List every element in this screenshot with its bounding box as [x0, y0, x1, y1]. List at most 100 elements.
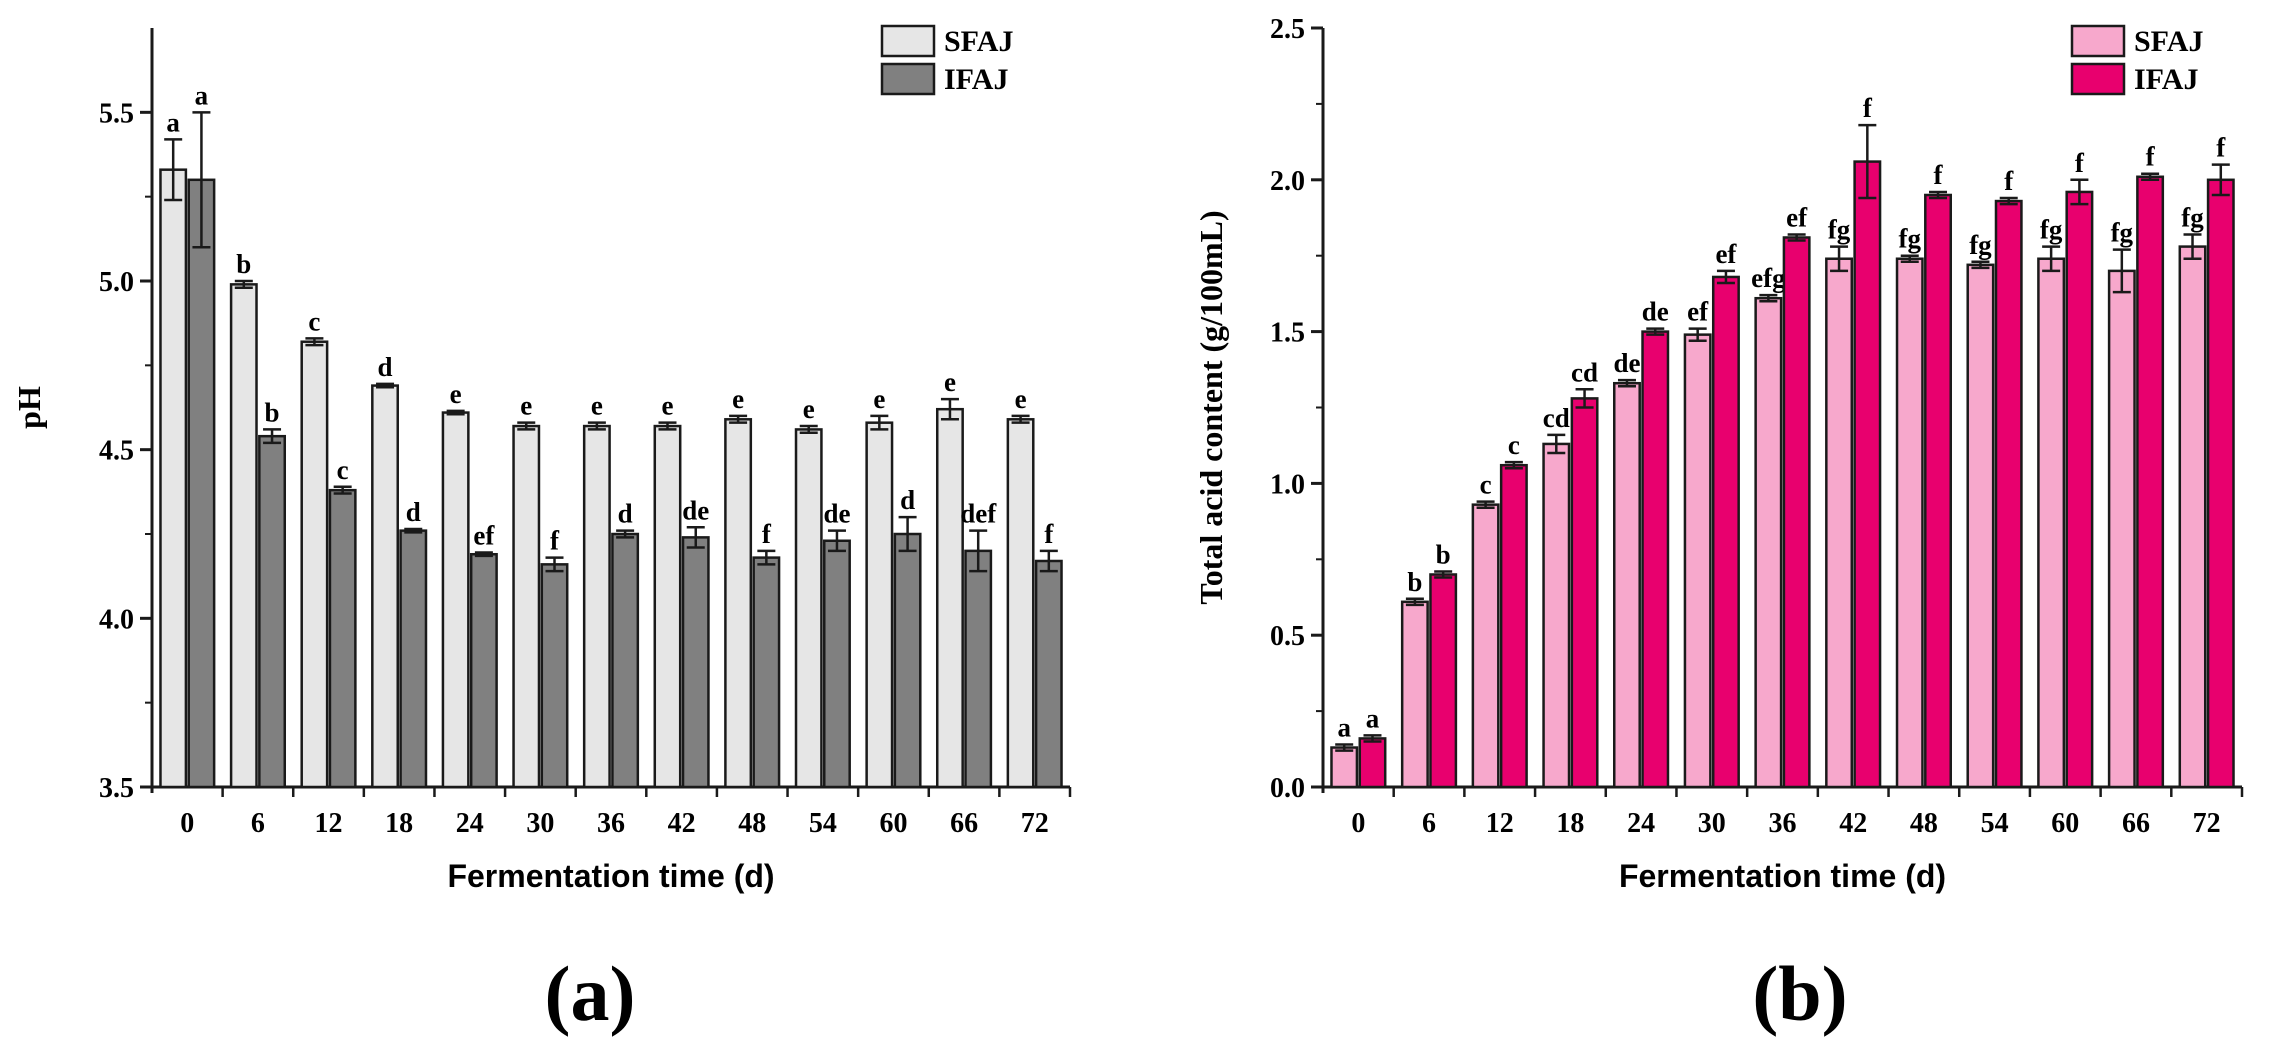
y-tick-label: 4.0	[99, 604, 134, 635]
significance-label: de	[682, 495, 709, 525]
legend-label-ifaj: IFAJ	[2134, 63, 2198, 96]
bar-ifaj	[328, 488, 357, 789]
bar-ifaj	[752, 556, 781, 789]
bar-sfaj	[2037, 257, 2066, 789]
significance-label: de	[1613, 348, 1640, 378]
significance-label: f	[2216, 133, 2226, 163]
bar-ifaj	[399, 529, 428, 789]
bar-sfaj	[512, 424, 541, 789]
significance-label: d	[378, 352, 393, 382]
y-axis-title: pH	[11, 386, 47, 429]
bar-ifaj	[1711, 275, 1740, 789]
legend-swatch-sfaj	[2070, 24, 2126, 58]
bar-sfaj	[1966, 263, 1995, 789]
significance-label: c	[1508, 430, 1520, 460]
significance-label: fg	[2040, 215, 2063, 245]
y-tick-label: 1.0	[1270, 469, 1305, 500]
significance-label: efg	[1751, 263, 1786, 293]
bar-ifaj	[1499, 463, 1528, 789]
bar-ifaj	[681, 536, 710, 789]
bar-ifaj	[611, 532, 640, 789]
x-axis-title: Fermentation time (d)	[1619, 858, 1946, 894]
bar-ifaj	[2136, 175, 2165, 789]
y-tick-label: 2.0	[1270, 166, 1305, 197]
bar-sfaj	[1683, 333, 1712, 789]
bar-ifaj	[823, 539, 851, 789]
significance-label: e	[803, 394, 815, 424]
significance-label: e	[732, 384, 744, 414]
significance-label: fg	[1828, 215, 1851, 245]
significance-label: b	[265, 397, 280, 427]
y-tick-label: 3.5	[99, 773, 134, 804]
x-tick-label: 72	[1021, 808, 1049, 839]
bar-sfaj	[2178, 245, 2207, 789]
legend-swatch-sfaj	[880, 24, 936, 58]
significance-label: e	[873, 384, 885, 414]
bar-sfaj	[1895, 257, 1924, 789]
y-tick-label: 5.0	[99, 267, 134, 298]
legend-swatch-ifaj	[2070, 62, 2126, 96]
bar-sfaj	[159, 168, 188, 789]
bar-sfaj	[441, 411, 470, 789]
bar-ifaj	[540, 563, 569, 789]
y-tick-label: 0.5	[1270, 621, 1305, 652]
significance-label: d	[900, 485, 915, 515]
significance-label: e	[662, 391, 674, 421]
bar-ifaj	[1034, 559, 1063, 789]
significance-label: b	[1436, 539, 1451, 569]
bar-sfaj	[1400, 600, 1429, 789]
significance-label: d	[406, 497, 421, 527]
x-tick-label: 48	[738, 808, 766, 839]
significance-label: ef	[1687, 297, 1709, 327]
significance-label: fg	[2111, 218, 2134, 248]
bar-ifaj	[187, 178, 216, 789]
bar-sfaj	[1825, 257, 1854, 789]
significance-label: e	[450, 379, 462, 409]
x-tick-label: 54	[1981, 808, 2009, 839]
x-tick-label: 60	[879, 808, 907, 839]
bar-ifaj	[1924, 193, 1952, 789]
x-tick-label: 6	[1422, 808, 1436, 839]
legend-swatch-ifaj	[880, 62, 936, 96]
x-tick-label: 6	[251, 808, 265, 839]
y-tick-label: 2.5	[1270, 14, 1305, 45]
x-tick-label: 0	[1351, 808, 1365, 839]
significance-label: f	[2146, 142, 2156, 172]
bar-sfaj	[1613, 381, 1641, 789]
x-tick-label: 42	[1839, 808, 1867, 839]
significance-label: cd	[1571, 357, 1598, 387]
significance-label: f	[2004, 166, 2014, 196]
bar-sfaj	[2107, 269, 2136, 789]
bar-sfaj	[724, 418, 753, 789]
bar-ifaj	[1358, 737, 1387, 789]
significance-label: e	[1015, 384, 1027, 414]
y-tick-label: 1.5	[1270, 318, 1305, 349]
significance-label: a	[1366, 703, 1380, 733]
panel-label: (a)	[545, 950, 636, 1037]
y-tick-label: 0.0	[1270, 773, 1305, 804]
significance-label: a	[1337, 712, 1351, 742]
y-axis-title: Total acid content (g/100mL)	[1193, 210, 1229, 604]
significance-label: ef	[473, 521, 495, 551]
x-tick-label: 66	[950, 808, 978, 839]
significance-label: c	[1480, 470, 1492, 500]
significance-label: b	[236, 249, 251, 279]
significance-label: f	[762, 519, 772, 549]
significance-label: f	[1863, 93, 1873, 123]
x-tick-label: 18	[1556, 808, 1584, 839]
x-tick-label: 24	[1627, 808, 1655, 839]
x-tick-label: 48	[1910, 808, 1938, 839]
significance-label: a	[195, 80, 209, 110]
legend-label-ifaj: IFAJ	[944, 63, 1008, 96]
significance-label: fg	[1898, 224, 1921, 254]
x-tick-label: 72	[2193, 808, 2221, 839]
significance-label: fg	[2181, 202, 2204, 232]
significance-label: a	[166, 107, 180, 137]
significance-label: fg	[1969, 230, 1992, 260]
legend-label-sfaj: SFAJ	[944, 25, 1013, 58]
bar-sfaj	[300, 340, 329, 789]
significance-label: e	[591, 391, 603, 421]
bar-ifaj	[258, 434, 287, 789]
bar-sfaj	[865, 421, 894, 789]
